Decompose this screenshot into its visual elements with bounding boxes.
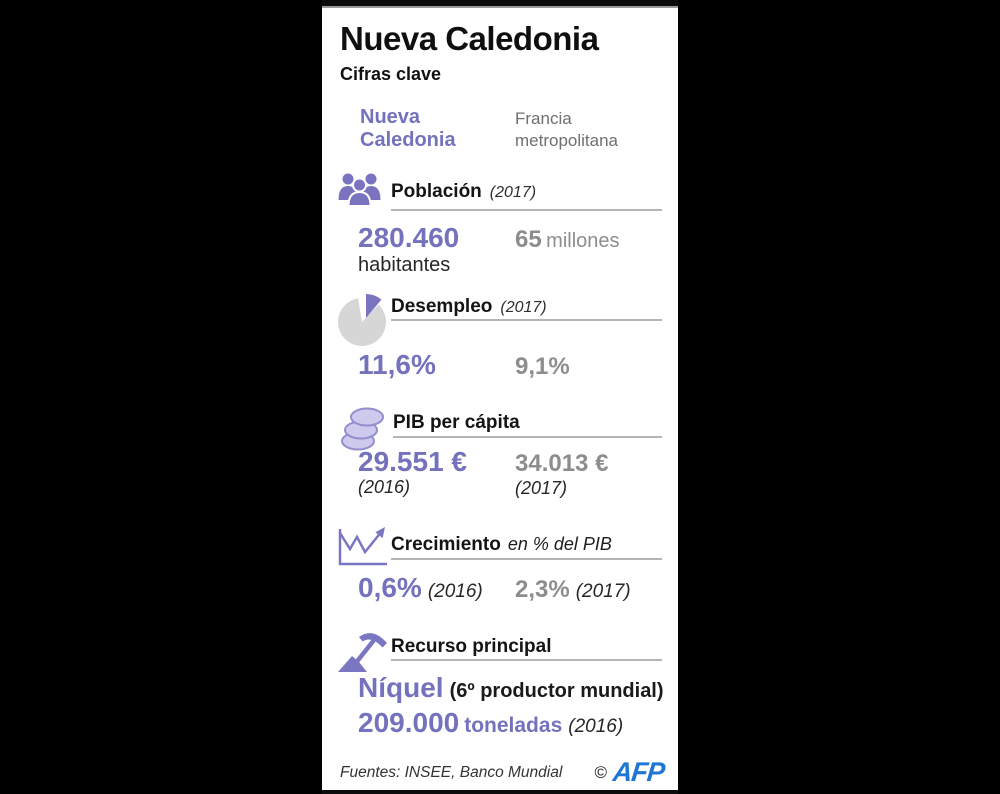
pickaxe-icon xyxy=(337,627,391,678)
growth-chart-icon xyxy=(337,521,391,572)
bottom-border-bar xyxy=(322,790,678,794)
resource-unit: toneladas xyxy=(464,714,563,737)
section-year: (2017) xyxy=(500,299,547,316)
infographic-card: Nueva Caledonia Cifras clave Nueva Caled… xyxy=(322,0,678,794)
section-title-rule: Crecimiento en % del PIB xyxy=(391,521,662,560)
nc-unemployment-value: 11,6% xyxy=(358,349,436,380)
fr-gdp-number: 34.013 € xyxy=(515,450,609,477)
sources-text: Fuentes: INSEE, Banco Mundial xyxy=(340,763,563,781)
value-nc-growth: 0,6% (2016) xyxy=(358,574,515,603)
nc-population-unit: habitantes xyxy=(358,254,451,276)
resource-name-line: Níquel (6º productor mundial) xyxy=(358,673,678,708)
nc-growth-year: (2016) xyxy=(427,581,483,602)
fr-growth-number: 2,3% xyxy=(515,576,570,603)
pie-chart-icon xyxy=(337,291,391,352)
resource-year: (2016) xyxy=(568,716,624,737)
value-fr-population: 65 millones xyxy=(515,227,678,253)
column-header-francia: Francia metropolitana xyxy=(515,109,619,150)
section-title: Crecimiento xyxy=(391,534,501,555)
resource-amount: 209.000 xyxy=(358,707,460,738)
resource-name: Níquel xyxy=(358,672,444,703)
section-title: Población xyxy=(391,181,482,202)
nc-growth-number: 0,6% xyxy=(358,572,422,603)
people-icon xyxy=(337,170,391,217)
section-title: Recurso principal xyxy=(391,636,552,657)
coins-icon xyxy=(337,403,393,456)
fr-population-number: 65 xyxy=(515,226,542,253)
fr-unemployment-value: 9,1% xyxy=(515,353,570,380)
column-header-nueva-caledonia: Nueva Caledonia xyxy=(360,106,456,151)
fr-growth-year: (2017) xyxy=(575,581,631,602)
value-fr-gdp: 34.013 € (2017) xyxy=(515,451,678,500)
resource-rank-note: (6º productor mundial) xyxy=(449,680,664,702)
copyright-symbol: © xyxy=(594,762,607,782)
section-recurso: Recurso principal Níquel (6º productor mu… xyxy=(322,627,678,743)
resource-amount-line: 209.000 toneladas (2016) xyxy=(358,708,678,743)
section-note: en % del PIB xyxy=(507,534,612,554)
fr-population-unit: millones xyxy=(546,230,620,252)
section-title: Desempleo xyxy=(391,296,493,317)
section-title: PIB per cápita xyxy=(393,412,520,433)
nc-population-number: 280.460 xyxy=(358,222,460,253)
value-nc-gdp: 29.551 € (2016) xyxy=(358,448,515,499)
value-nc-population: 280.460 habitantes xyxy=(358,224,515,278)
section-pib: PIB per cápita 29.551 € (2016) 34.013 € … xyxy=(322,403,678,500)
fr-gdp-year: (2017) xyxy=(515,478,568,498)
section-title-rule: Recurso principal xyxy=(391,627,662,661)
afp-logo: © AFP xyxy=(594,757,666,788)
section-title-rule: Población (2017) xyxy=(391,170,662,211)
section-poblacion: Población (2017) 280.460 habitantes 65 mi… xyxy=(322,170,678,278)
nc-gdp-year: (2016) xyxy=(358,477,411,497)
section-title-rule: Desempleo (2017) xyxy=(391,291,662,321)
section-year: (2017) xyxy=(489,184,537,201)
page-title: Nueva Caledonia xyxy=(340,20,599,57)
section-desempleo: Desempleo (2017) 11,6% 9,1% xyxy=(322,291,678,380)
section-crecimiento: Crecimiento en % del PIB 0,6% (2016) 2,3%(… xyxy=(322,521,678,603)
top-border-bar xyxy=(322,0,678,8)
value-fr-growth: 2,3% (2017) xyxy=(515,577,678,603)
section-title-rule: PIB per cápita xyxy=(393,403,662,438)
footer: Fuentes: INSEE, Banco Mundial © AFP xyxy=(340,757,666,788)
nc-gdp-number: 29.551 € xyxy=(358,446,467,477)
page-subtitle: Cifras clave xyxy=(340,64,442,84)
afp-logo-text: AFP xyxy=(611,757,666,787)
